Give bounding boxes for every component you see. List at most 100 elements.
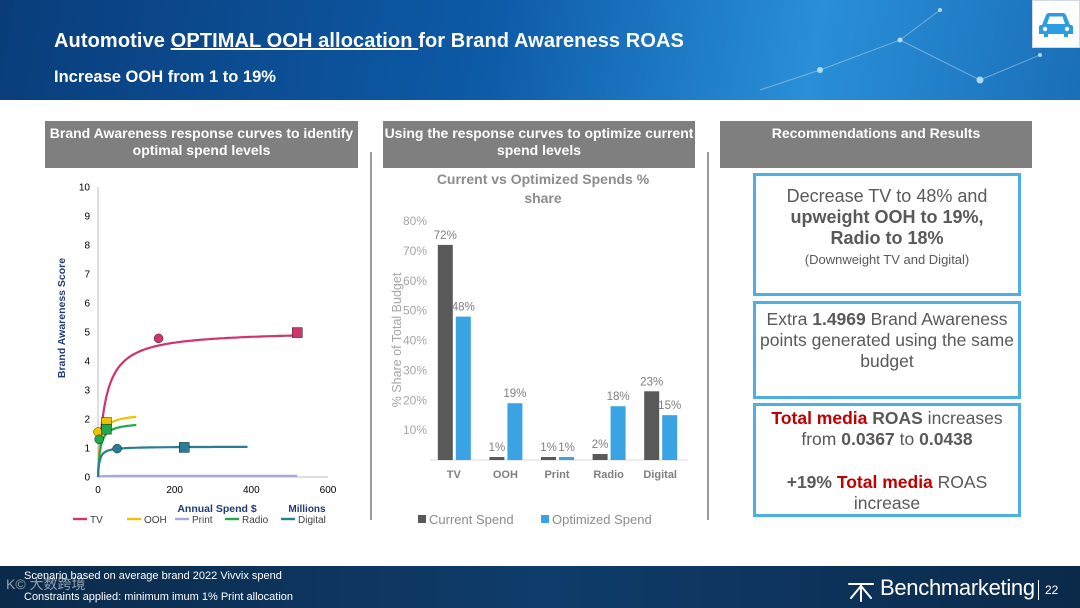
legend-label-print: Print xyxy=(192,515,213,526)
category-label: OOH xyxy=(493,469,518,481)
bar-current-spend-print xyxy=(541,457,556,460)
footnote-scenario: Scenario based on average brand 2022 Viv… xyxy=(24,570,282,582)
x-tick-label: 200 xyxy=(166,485,183,496)
car-icon xyxy=(1032,0,1080,48)
recommendation-box: Decrease TV to 48% and upweight OOH to 1… xyxy=(753,173,1021,296)
spend-share-bar-chart: Current vs Optimized Spends % share 10% 2… xyxy=(390,171,688,527)
legend-label-ooh: OOH xyxy=(144,515,167,526)
column-divider xyxy=(707,152,709,520)
category-label: Print xyxy=(544,469,569,481)
y-axis-label: Brand Awareness Score xyxy=(56,258,68,378)
brand-awareness-result-box: Extra 1.4969 Brand Awareness points gene… xyxy=(753,301,1021,399)
y-tick-label: 80% xyxy=(403,214,427,228)
y-tick-label: 1 xyxy=(84,444,90,455)
data-label: 72% xyxy=(434,230,457,242)
data-label: 48% xyxy=(452,302,475,314)
legend-swatch-optimized-spend xyxy=(541,515,549,523)
legend-label-tv: TV xyxy=(90,515,103,526)
data-label: 2% xyxy=(592,439,609,451)
bar-optimized-spend-ooh xyxy=(507,403,523,460)
x-tick-label: 400 xyxy=(243,485,260,496)
header-banner: Automotive OPTIMAL OOH allocation for Br… xyxy=(0,0,1080,100)
marker-optimal-radio xyxy=(101,423,112,435)
y-tick-label: 5 xyxy=(84,328,90,339)
column-header-response-curves: Brand Awareness response curves to ident… xyxy=(45,121,358,168)
network-decoration xyxy=(759,8,1042,91)
data-label: 23% xyxy=(640,376,663,388)
y-tick-label: 7 xyxy=(84,270,90,281)
y-tick-label: 50% xyxy=(403,304,427,318)
data-label: 1% xyxy=(489,442,506,454)
footer-bar xyxy=(0,566,1080,608)
data-label: 18% xyxy=(607,391,630,403)
series-line-tv xyxy=(96,334,298,478)
y-tick-label: 70% xyxy=(403,244,427,258)
bar-optimized-spend-tv xyxy=(455,316,471,460)
marker-optimal-digital xyxy=(179,442,190,453)
roas-to-value: 0.0438 xyxy=(919,429,973,449)
data-label: 1% xyxy=(540,442,557,454)
watermark-text: K© 大数跨境 xyxy=(6,576,86,592)
series-line-print xyxy=(97,474,298,478)
chart-title-line2: share xyxy=(524,190,562,206)
chart-legend: Current Spend Optimized Spend xyxy=(418,512,652,527)
legend-label-radio: Radio xyxy=(242,515,269,526)
marker-optimal-tv xyxy=(292,327,303,338)
recommendation-line: upweight OOH to 19%, xyxy=(790,207,984,227)
category-label: Radio xyxy=(593,469,624,481)
x-tick-label: 600 xyxy=(320,485,337,496)
y-tick-label: 10 xyxy=(79,183,91,194)
legend-swatch-current-spend xyxy=(418,515,426,523)
chart-legend: TV OOH Print Radio Digital xyxy=(73,515,326,526)
y-tick-label: 30% xyxy=(403,363,427,377)
bar-optimized-spend-digital xyxy=(662,415,678,460)
chart-title: Current vs Optimized Spends % xyxy=(437,171,650,187)
y-tick-label: 3 xyxy=(84,386,90,397)
recommendation-note: (Downweight TV and Digital) xyxy=(804,252,970,267)
y-axis-label: % Share of Total Budget xyxy=(390,272,404,407)
y-tick-label: 0 xyxy=(84,473,90,484)
awareness-points-value: 1.4969 xyxy=(812,309,866,329)
category-label: TV xyxy=(447,469,462,481)
recommendation-line: Decrease TV to 48% and xyxy=(786,186,988,206)
y-tick-label: 4 xyxy=(84,357,90,368)
response-curves-chart: 0 1 2 3 4 5 6 7 8 9 10 0 200 400 600 Brand Awareness S… xyxy=(56,183,337,527)
x-axis-label: Annual Spend $ xyxy=(177,503,257,515)
y-tick-label: 9 xyxy=(84,212,90,223)
bar-current-spend-digital xyxy=(644,391,660,460)
y-tick-label: 40% xyxy=(403,334,427,348)
legend-label-current-spend: Current Spend xyxy=(429,512,514,527)
marker-current-radio xyxy=(94,434,104,444)
column-divider xyxy=(370,152,372,520)
series-line-digital xyxy=(96,445,248,478)
data-label: 19% xyxy=(503,388,526,400)
bar-optimized-spend-radio xyxy=(610,406,626,460)
roas-from-value: 0.0367 xyxy=(841,429,895,449)
data-label: 1% xyxy=(558,442,575,454)
legend-label-optimized-spend: Optimized Spend xyxy=(552,512,652,527)
bar-current-spend-radio xyxy=(592,454,608,460)
y-tick-label: 60% xyxy=(403,274,427,288)
y-tick-label: 20% xyxy=(403,393,427,407)
column-header-recommendations: Recommendations and Results xyxy=(720,121,1032,168)
data-label: 15% xyxy=(658,400,681,412)
roas-result-box: Total media ROAS increases from 0.0367 t… xyxy=(753,403,1021,517)
footnote-constraints: Constraints applied: minimum imum 1% Pri… xyxy=(24,591,293,603)
x-tick-label: 0 xyxy=(95,485,101,496)
legend-label-digital: Digital xyxy=(298,515,326,526)
page-title: Automotive OPTIMAL OOH allocation for Br… xyxy=(54,30,684,52)
bar-current-spend-ooh xyxy=(489,457,505,460)
page-subtitle: Increase OOH from 1 to 19% xyxy=(54,68,276,86)
brand-name: Benchmarketing xyxy=(880,575,1035,600)
benchmarketing-logo-icon xyxy=(848,583,874,602)
y-tick-label: 2 xyxy=(84,415,90,426)
page-separator xyxy=(1038,580,1039,600)
column-header-optimize: Using the response curves to optimize cu… xyxy=(383,121,695,168)
bar-current-spend-tv xyxy=(437,244,453,460)
bar-optimized-spend-print xyxy=(559,457,574,460)
recommendation-line: Radio to 18% xyxy=(830,228,944,248)
y-tick-label: 10% xyxy=(403,423,427,437)
y-tick-label: 8 xyxy=(84,241,90,252)
page-number: 22 xyxy=(1045,583,1059,597)
marker-current-tv xyxy=(153,333,164,344)
